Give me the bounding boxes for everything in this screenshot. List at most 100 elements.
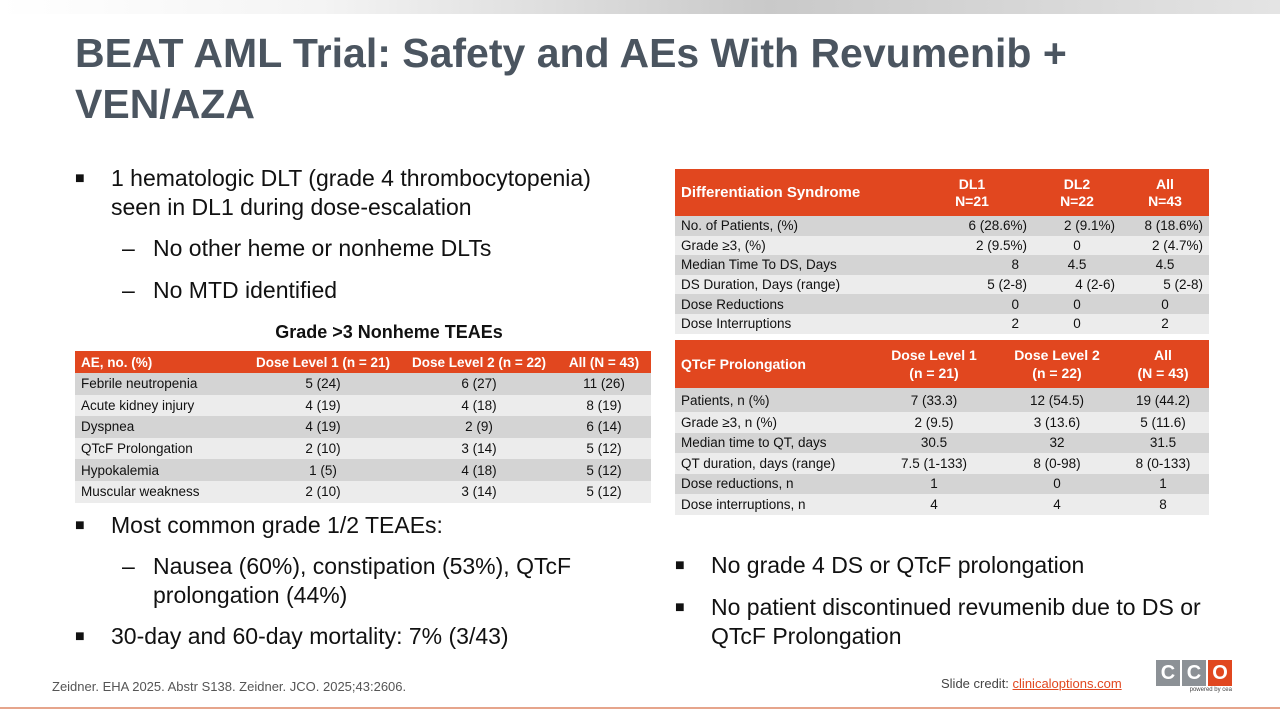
table-cell: 8 (0-98) [997, 453, 1117, 474]
table-cell: 0 [997, 473, 1117, 494]
credit-label: Slide credit: [941, 676, 1013, 691]
table-cell: 4.5 [1121, 255, 1209, 275]
table-cell: 1 (5) [245, 459, 401, 481]
table-cell: 5 (12) [557, 437, 651, 460]
table-cell: 2 (10) [245, 437, 401, 460]
bullet-text: 1 hematologic DLT (grade 4 thrombocytope… [111, 165, 591, 220]
logo-letter: O [1208, 660, 1232, 686]
slide-credit: Slide credit: clinicaloptions.com [941, 676, 1122, 691]
table-cell: 5 (24) [245, 373, 401, 395]
table-row: Median Time To DS, Days 8 4.5 4.5 [675, 255, 1209, 275]
table-cell: 2 [1121, 313, 1209, 334]
table-cell: 19 (44.2) [1117, 388, 1209, 412]
table-row: Grade ≥3, n (%) 2 (9.5) 3 (13.6) 5 (11.6… [675, 412, 1209, 433]
bullet-text: No MTD identified [153, 277, 338, 303]
table-cell: 6 (14) [557, 416, 651, 438]
table-cell: 6 (27) [401, 373, 557, 395]
table-cell: Muscular weakness [75, 480, 245, 503]
table-cell: 2 [911, 313, 1033, 334]
table-cell: 2 (9) [401, 416, 557, 438]
table-cell: 0 [911, 294, 1033, 314]
logo-letter: C [1156, 660, 1180, 686]
table-header-row: AE, no. (%) Dose Level 1 (n = 21) Dose L… [75, 351, 651, 373]
square-bullet-icon: ■ [75, 628, 85, 645]
table-cell: 8 (0-133) [1117, 453, 1209, 474]
table-cell: 0 [1033, 313, 1121, 334]
table-cell: 7.5 (1-133) [871, 453, 997, 474]
sub-bullet-item: – Nausea (60%), constipation (53%), QTcF… [75, 552, 645, 610]
table-cell: 0 [1121, 294, 1209, 314]
square-bullet-icon: ■ [75, 517, 85, 534]
table-row: Dose reductions, n 1 0 1 [675, 473, 1209, 494]
bullet-text: No patient discontinued revumenib due to… [711, 594, 1201, 649]
slide-title: BEAT AML Trial: Safety and AEs With Revu… [75, 30, 1067, 127]
table-cell: 1 [1117, 473, 1209, 494]
table-cell: 7 (33.3) [871, 388, 997, 412]
table-cell: 5 (12) [557, 459, 651, 481]
bullet-text: Most common grade 1/2 TEAEs: [111, 512, 443, 538]
table-cell: Acute kidney injury [75, 394, 245, 417]
table-cell: 0 [1033, 294, 1121, 314]
table-cell: No. of Patients, (%) [675, 216, 911, 236]
differentiation-syndrome-table: Differentiation Syndrome DL1 N=21 DL2 N=… [675, 169, 1209, 334]
table-cell: 8 (18.6%) [1121, 216, 1209, 236]
table-cell: 2 (9.5) [871, 412, 997, 433]
table-cell: Febrile neutropenia [75, 373, 245, 395]
table-cell: 4 [997, 494, 1117, 515]
bullet-text: 30-day and 60-day mortality: 7% (3/43) [111, 623, 509, 649]
dash-bullet-icon: – [122, 277, 135, 303]
table-cell: 3 (14) [401, 437, 557, 460]
credit-link[interactable]: clinicaloptions.com [1012, 676, 1122, 691]
column-header: Dose Level 1 (n = 21) [245, 351, 401, 373]
table-cell: 5 (2-8) [911, 274, 1033, 295]
table-row: Muscular weakness 2 (10) 3 (14) 5 (12) [75, 480, 651, 503]
logo-subtext: powered by cea [1189, 687, 1232, 693]
column-header: All (N = 43) [557, 351, 651, 373]
table-header-row: QTcF Prolongation Dose Level 1 (n = 21) … [675, 340, 1209, 388]
ae-table: AE, no. (%) Dose Level 1 (n = 21) Dose L… [75, 351, 651, 503]
table-row: Acute kidney injury 4 (19) 4 (18) 8 (19) [75, 394, 651, 417]
table-cell: 8 [1117, 494, 1209, 515]
bullet-text: No other heme or nonheme DLTs [153, 235, 492, 261]
table-cell: 4.5 [1033, 255, 1121, 275]
table-cell: 0 [1033, 235, 1121, 256]
table-cell: Median Time To DS, Days [675, 255, 911, 275]
table-cell: 4 (18) [401, 394, 557, 417]
square-bullet-icon: ■ [675, 557, 685, 574]
bullet-item: ■ No patient discontinued revumenib due … [675, 593, 1235, 651]
table-cell: 5 (11.6) [1117, 412, 1209, 433]
square-bullet-icon: ■ [675, 599, 685, 616]
bullet-item: ■ Most common grade 1/2 TEAEs: [75, 511, 645, 540]
bottom-rule [0, 707, 1280, 709]
cco-logo: C C O powered by cea [1156, 660, 1232, 693]
table-cell: 11 (26) [557, 373, 651, 395]
table-cell: Patients, n (%) [675, 388, 871, 412]
table-row: Dose Reductions 0 0 0 [675, 294, 1209, 314]
table-cell: 6 (28.6%) [911, 216, 1033, 236]
table-cell: QT duration, days (range) [675, 453, 871, 474]
table-cell: Dyspnea [75, 416, 245, 438]
table-cell: 2 (9.5%) [911, 235, 1033, 256]
table-cell: 4 (18) [401, 459, 557, 481]
top-gradient-bar [0, 0, 1280, 14]
table-cell: Median time to QT, days [675, 432, 871, 453]
qtcf-prolongation-table: QTcF Prolongation Dose Level 1 (n = 21) … [675, 340, 1209, 515]
bullet-text: Nausea (60%), constipation (53%), QTcF p… [153, 553, 572, 608]
table-row: Dyspnea 4 (19) 2 (9) 6 (14) [75, 416, 651, 438]
table-cell: Dose reductions, n [675, 473, 871, 494]
bullet-item: ■ 30-day and 60-day mortality: 7% (3/43) [75, 622, 645, 651]
table-cell: Grade ≥3, (%) [675, 235, 911, 256]
table-row: No. of Patients, (%) 6 (28.6%) 2 (9.1%) … [675, 216, 1209, 236]
table-row: DS Duration, Days (range) 5 (2-8) 4 (2-6… [675, 274, 1209, 295]
bullet-text: No grade 4 DS or QTcF prolongation [711, 552, 1085, 578]
table-cell: 3 (14) [401, 480, 557, 503]
column-header: DL1 N=21 [911, 169, 1033, 216]
column-header: Dose Level 2 (n = 22) [997, 340, 1117, 388]
table-cell: Dose Interruptions [675, 313, 911, 334]
table-cell: QTcF Prolongation [75, 437, 245, 460]
table-row: Dose Interruptions 2 0 2 [675, 313, 1209, 334]
table-row: Median time to QT, days 30.5 32 31.5 [675, 432, 1209, 453]
table-cell: 8 (19) [557, 394, 651, 417]
left-bullets-bottom: ■ Most common grade 1/2 TEAEs: – Nausea … [75, 511, 645, 651]
table-cell: Dose interruptions, n [675, 494, 871, 515]
